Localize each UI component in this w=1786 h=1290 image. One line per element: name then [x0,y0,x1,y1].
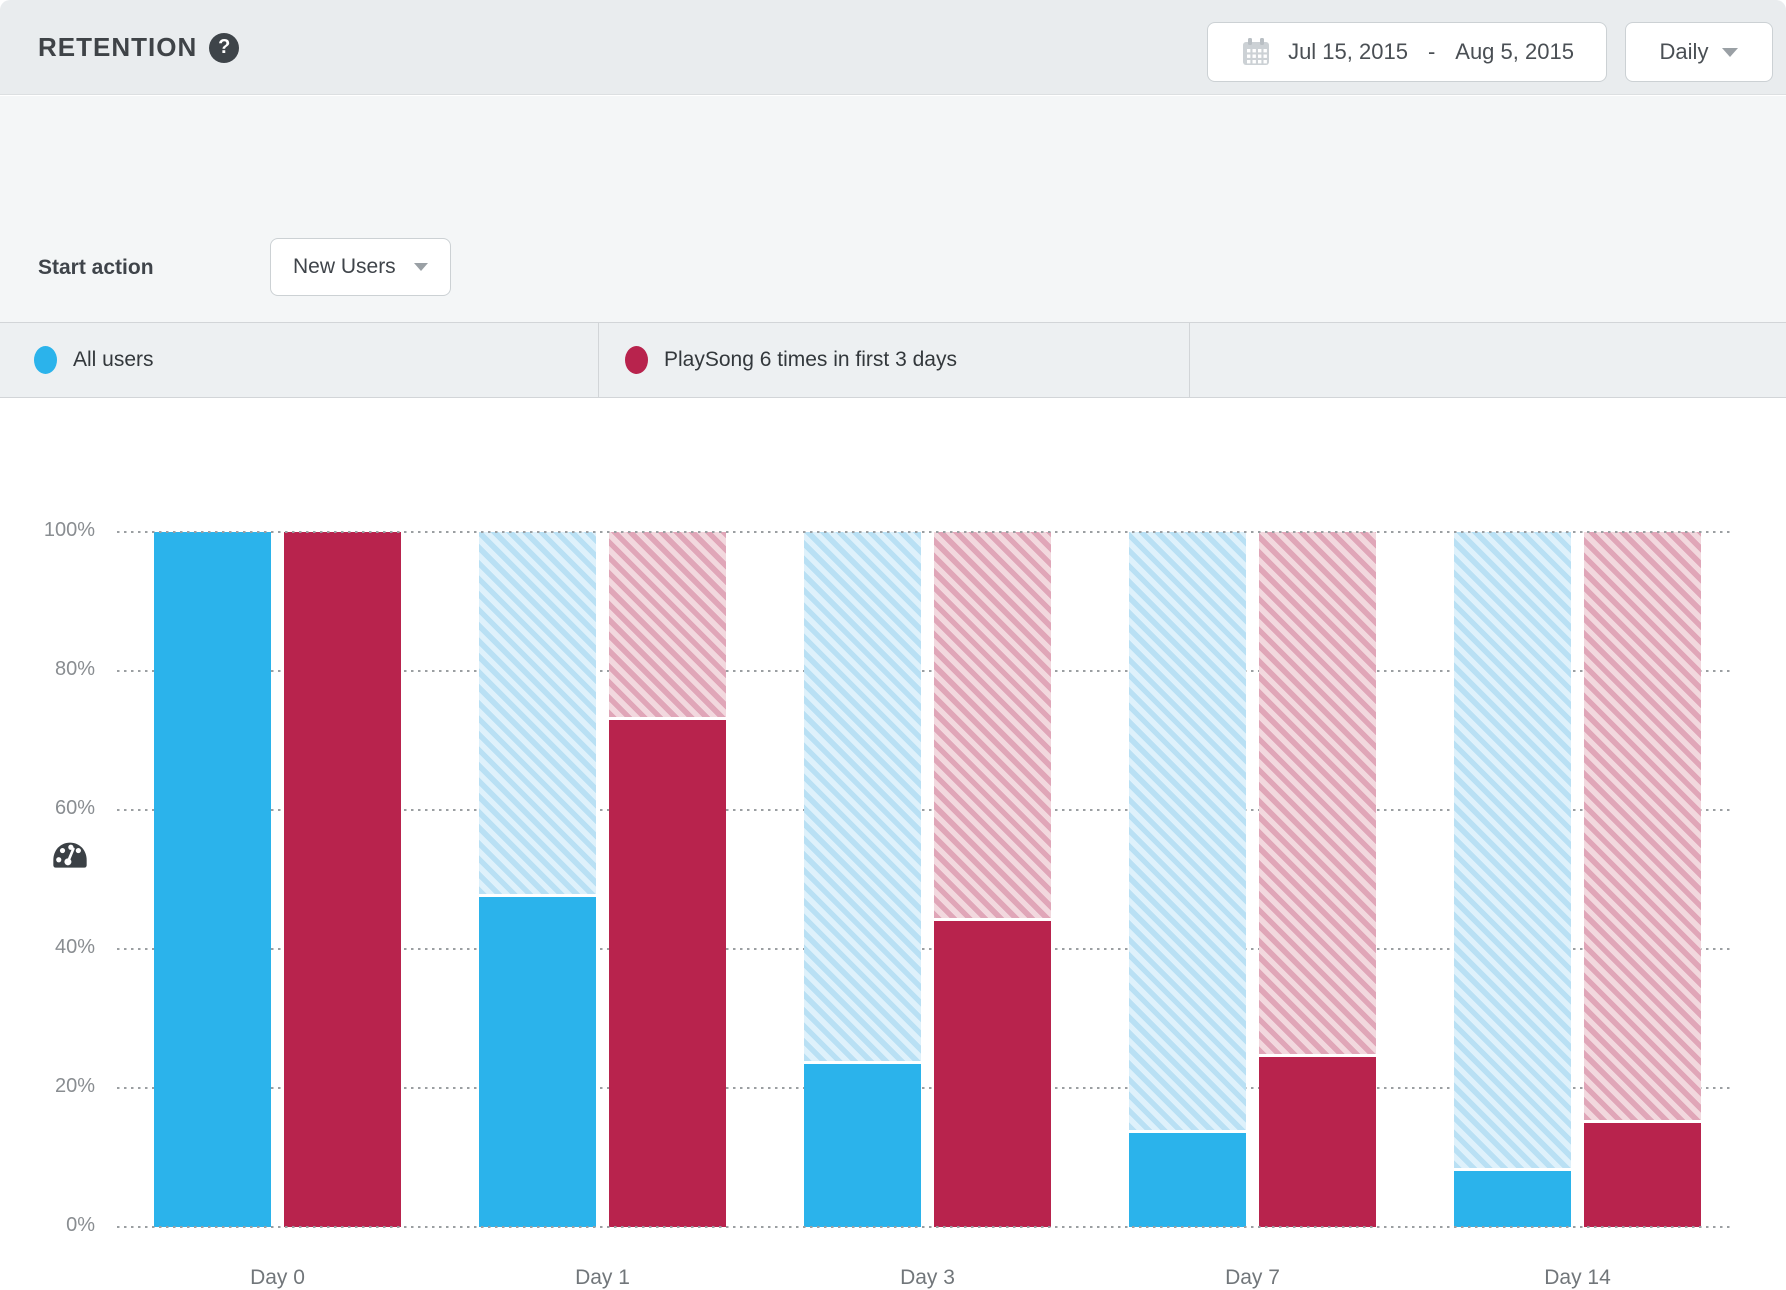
title-wrap: RETENTION ? [38,0,240,95]
legend-row: All users PlaySong 6 times in first 3 da… [0,322,1786,398]
granularity-value: Daily [1659,39,1709,64]
blue-series-dot-icon [34,346,57,374]
chevron-down-icon [1722,47,1739,57]
gauge-icon[interactable] [50,838,90,874]
gridline [117,948,1733,951]
header-bar: RETENTION ? Jul 15, 2015 - Aug 5, 2015 [0,0,1786,95]
date-range-start: Jul 15, 2015 [1288,39,1408,64]
retention-bar-remainder[interactable] [609,532,726,717]
retention-bar-remainder[interactable] [1584,532,1701,1120]
start-action-label: Start action [38,256,154,279]
retention-chart: 100% 80% 60% 40% 20% 0% Day 0 Day 1 Day 3 Day 7 Da… [0,398,1786,1290]
retention-bar[interactable] [934,921,1051,1227]
date-range-separator: - [1427,39,1436,64]
legend-label: All users [73,348,154,371]
retention-bar-remainder[interactable] [1454,532,1571,1169]
gridline [117,531,1733,534]
retention-bar[interactable] [1584,1122,1701,1227]
y-axis-tick-label: 20% [54,1075,95,1097]
granularity-dropdown[interactable]: Daily [1625,22,1773,82]
gridline [117,1087,1733,1090]
legend-tab-all-users[interactable]: All users [0,323,599,397]
retention-bar[interactable] [1259,1056,1376,1227]
gridline [117,809,1733,812]
start-action-dropdown[interactable]: New Users [270,238,451,296]
y-axis-tick-label: 40% [54,936,95,958]
chevron-down-icon [413,263,428,271]
x-axis-tick-label: Day 14 [1544,1266,1611,1289]
retention-bar[interactable] [1454,1171,1571,1227]
retention-bar[interactable] [804,1063,921,1227]
date-range-button[interactable]: Jul 15, 2015 - Aug 5, 2015 [1207,22,1607,82]
red-series-dot-icon [625,346,648,374]
retention-bar-remainder[interactable] [1129,532,1246,1131]
y-axis-tick-label: 100% [43,519,95,541]
y-axis-tick-label: 60% [54,797,95,819]
start-action-value: New Users [293,255,396,278]
calendar-icon [1240,36,1272,68]
retention-bar-remainder[interactable] [1259,532,1376,1054]
x-axis-tick-label: Day 3 [900,1266,955,1289]
legend-tab-empty [1190,323,1786,397]
retention-bar[interactable] [1129,1133,1246,1227]
retention-bar-remainder[interactable] [934,532,1051,919]
retention-bar[interactable] [284,532,401,1227]
retention-bar[interactable] [154,532,271,1227]
retention-bar-remainder[interactable] [479,532,596,894]
page-title: RETENTION [38,32,198,62]
gridline [117,1226,1733,1229]
date-range-end: Aug 5, 2015 [1455,39,1574,64]
legend-label: PlaySong 6 times in first 3 days [664,348,957,371]
y-axis-tick-label: 80% [54,658,95,680]
x-axis-tick-label: Day 0 [250,1266,305,1289]
retention-bar-remainder[interactable] [804,532,921,1061]
help-icon[interactable]: ? [209,32,240,63]
legend-tab-playsong-cohort[interactable]: PlaySong 6 times in first 3 days [599,323,1190,397]
filter-section: Start action New Users Returning action … [0,96,1786,381]
retention-bar[interactable] [609,719,726,1227]
y-axis-tick-label: 0% [66,1214,95,1236]
x-axis-tick-label: Day 1 [575,1266,630,1289]
x-axis-tick-label: Day 7 [1225,1266,1280,1289]
gridline [117,670,1733,673]
retention-bar[interactable] [479,896,596,1227]
